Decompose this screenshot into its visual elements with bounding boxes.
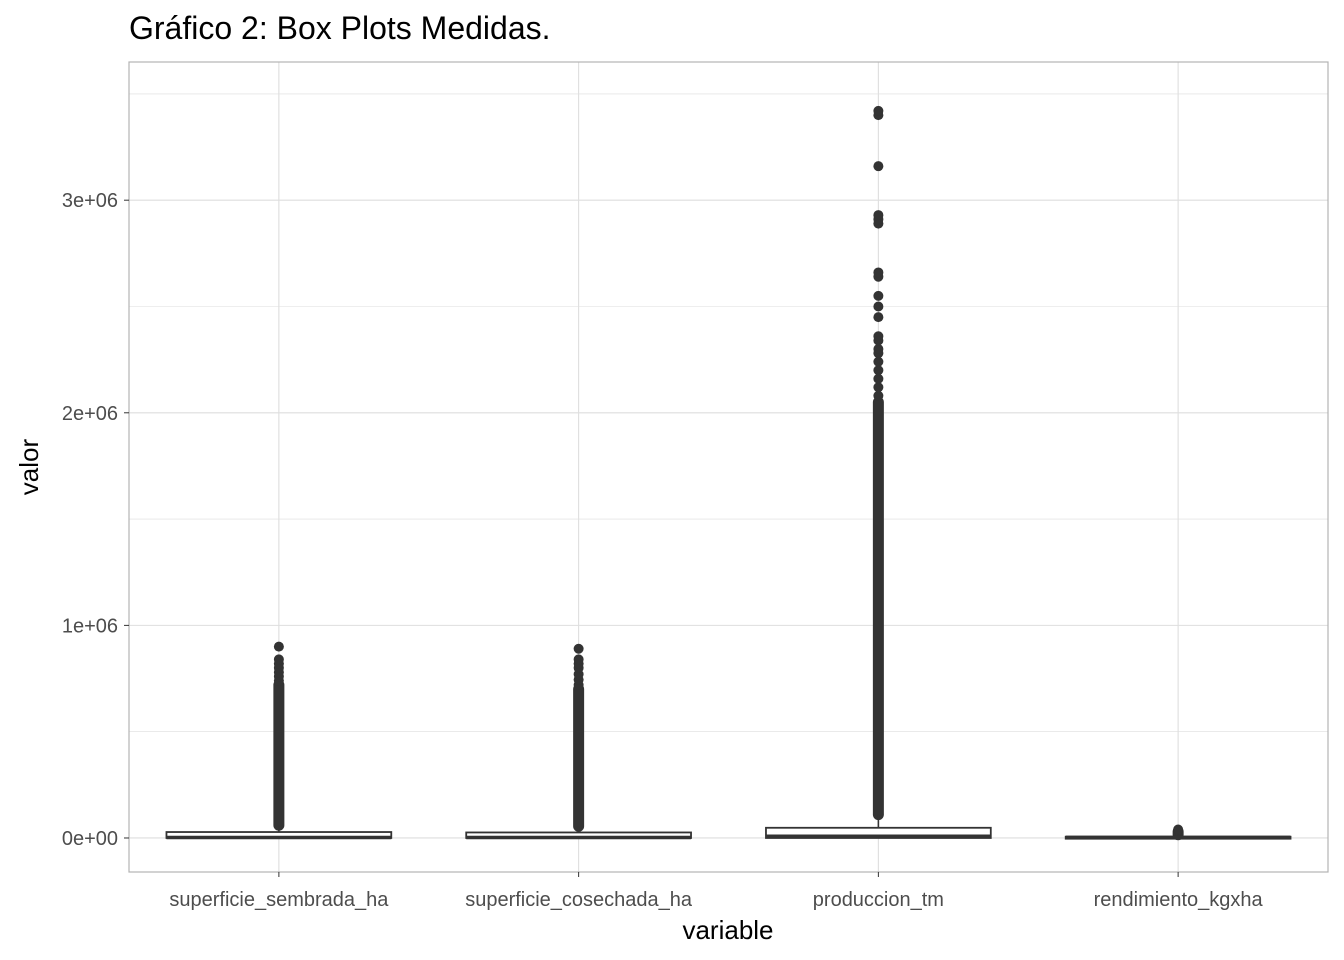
y-tick-label: 2e+06 xyxy=(62,403,118,425)
outlier-point xyxy=(873,301,884,312)
outlier-point xyxy=(873,161,884,172)
box-group-superficie_sembrada_ha xyxy=(165,641,393,840)
panel-border xyxy=(128,61,1329,873)
box-group-superficie_cosechada_ha xyxy=(465,643,692,840)
outlier-point xyxy=(873,312,884,323)
outlier-point xyxy=(873,331,884,342)
outlier-point xyxy=(873,390,884,401)
box-group-rendimiento_kgxha xyxy=(1064,824,1292,841)
y-axis-title: valor xyxy=(14,438,44,495)
y-tick-label: 3e+06 xyxy=(62,190,118,212)
outlier-point xyxy=(273,654,284,665)
y-tick-label: 1e+06 xyxy=(62,615,118,637)
outlier-point xyxy=(873,382,884,393)
outlier-point xyxy=(1173,824,1184,835)
outlier-point xyxy=(873,210,884,221)
outlier-point xyxy=(873,267,884,278)
chart-title: Gráfico 2: Box Plots Medidas. xyxy=(129,10,551,46)
outlier-point xyxy=(873,356,884,367)
outlier-point xyxy=(573,643,584,654)
x-axis-title: variable xyxy=(682,915,773,945)
plot-panel xyxy=(129,62,1328,872)
x-tick-label: superficie_cosechada_ha xyxy=(465,889,693,911)
box-plot-marks xyxy=(165,105,1292,841)
y-axis-ticks: 0e+00 1e+06 2e+06 3e+06 xyxy=(62,190,129,850)
outlier-point xyxy=(873,344,884,355)
x-tick-label: produccion_tm xyxy=(813,889,944,911)
y-tick-label: 0e+00 xyxy=(62,828,118,850)
x-tick-label: superficie_sembrada_ha xyxy=(169,889,389,911)
box-group-produccion_tm xyxy=(765,105,992,839)
outlier-point xyxy=(873,365,884,376)
x-axis-ticks: superficie_sembrada_ha superficie_cosecha… xyxy=(169,872,1263,911)
outlier-point xyxy=(873,373,884,384)
outlier-point xyxy=(873,105,884,116)
outlier-point xyxy=(273,641,284,652)
outlier-point xyxy=(873,290,884,301)
x-tick-label: rendimiento_kgxha xyxy=(1094,889,1264,911)
outlier-point xyxy=(573,654,584,665)
